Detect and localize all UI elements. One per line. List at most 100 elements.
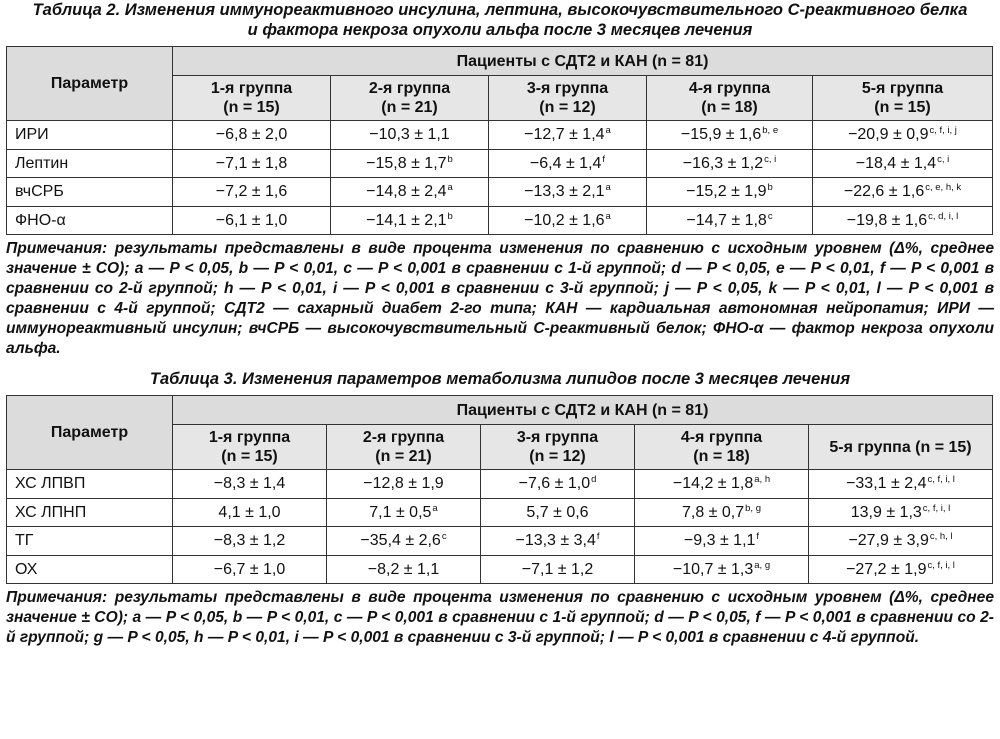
table-row: ТГ −8,3 ± 1,2 −35,4 ± 2,6c −13,3 ± 3,4f −9,3… [6, 526, 993, 556]
table-cell: −8,3 ± 1,2 [172, 526, 327, 556]
table2-caption: Таблица 2. Изменения иммунореактивного и… [32, 1, 968, 39]
cell-value: −14,7 ± 1,8 [686, 211, 767, 229]
significance-marker: f [602, 153, 606, 165]
table2-col-header: 4-я группа (n = 18) [646, 75, 813, 121]
cell-value: −9,3 ± 1,1 [683, 532, 756, 550]
table2-group-header: Пациенты с СДТ2 и КАН (n = 81) [172, 46, 993, 76]
table2-col-header: 3-я группа (n = 12) [488, 75, 647, 121]
table-cell: −15,2 ± 1,9b [646, 177, 813, 207]
table-cell: −13,3 ± 3,4f [480, 526, 635, 556]
table-cell: −15,9 ± 1,6b, e [646, 120, 813, 150]
significance-marker: c, f, i, l [927, 474, 955, 486]
row-parameter-name: ИРИ [6, 120, 173, 150]
table-cell: −7,2 ± 1,6 [172, 177, 331, 207]
cell-value: −10,3 ± 1,1 [369, 126, 450, 144]
cell-value: −6,4 ± 1,4 [529, 154, 602, 172]
table-cell: −14,7 ± 1,8c [646, 205, 813, 235]
table3-column-headers: 1-я группа (n = 15) 2-я группа (n = 21) 3-… [7, 424, 993, 470]
table-cell: 13,9 ± 1,3c, f, i, l [808, 497, 993, 527]
table-cell: −33,1 ± 2,4c, f, i, l [808, 469, 993, 499]
significance-marker: c, f, i, j [929, 125, 957, 137]
table-cell: −27,2 ± 1,9c, f, i, l [808, 554, 993, 584]
table-cell: 7,8 ± 0,7b, g [634, 497, 809, 527]
cell-value: −14,1 ± 2,1 [366, 211, 447, 229]
table-cell: −8,2 ± 1,1 [326, 554, 481, 584]
row-parameter-name: ТГ [6, 526, 173, 556]
table-cell: −10,3 ± 1,1 [330, 120, 489, 150]
cell-value: −12,8 ± 1,9 [363, 475, 444, 493]
cell-value: −7,6 ± 1,0 [518, 475, 591, 493]
table-cell: 7,1 ± 0,5a [326, 497, 481, 527]
table-row: вчСРБ −7,2 ± 1,6 −14,8 ± 2,4a −13,3 ± 2,1a −… [6, 177, 993, 207]
table-cell: −10,2 ± 1,6a [488, 205, 647, 235]
table-row: ИРИ −6,8 ± 2,0 −10,3 ± 1,1 −12,7 ± 1,4a −15,… [6, 120, 993, 150]
row-parameter-name: Лептин [6, 148, 173, 178]
table-row: ОХ −6,7 ± 1,0 −8,2 ± 1,1 −7,1 ± 1,2 −10,7 ± … [6, 554, 993, 584]
cell-value: −12,7 ± 1,4 [524, 126, 605, 144]
table-cell: −9,3 ± 1,1f [634, 526, 809, 556]
table-cell: −14,2 ± 1,8a, h [634, 469, 809, 499]
table-cell: −6,7 ± 1,0 [172, 554, 327, 584]
cell-value: −15,9 ± 1,6 [680, 126, 762, 144]
cell-value: 13,9 ± 1,3 [850, 503, 922, 521]
cell-value: −33,1 ± 2,4 [846, 475, 927, 493]
table-cell: −15,8 ± 1,7b [330, 148, 489, 178]
cell-value: −35,4 ± 2,6 [360, 532, 441, 550]
table-cell: −27,9 ± 3,9c, h, l [808, 526, 993, 556]
table3-col-header: 4-я группа (n = 18) [634, 424, 809, 470]
table-cell: −14,1 ± 2,1b [330, 205, 489, 235]
table3-caption: Таблица 3. Изменения параметров метаболи… [149, 370, 851, 388]
table-cell: 4,1 ± 1,0 [172, 497, 327, 527]
table-cell: −18,4 ± 1,4c, i [812, 148, 993, 178]
table3-col-header: 1-я группа (n = 15) [172, 424, 327, 470]
significance-marker: c, i [937, 153, 950, 165]
cell-value: −7,1 ± 1,2 [521, 560, 594, 578]
table-cell: −6,1 ± 1,0 [172, 205, 331, 235]
table3: Параметр Пациенты с СДТ2 и КАН (n = 81) … [6, 395, 993, 584]
significance-marker: a [605, 210, 611, 222]
cell-value: 4,1 ± 1,0 [218, 503, 281, 521]
row-parameter-name: ФНО-α [6, 205, 173, 235]
table3-notes: Примечания: результаты представлены в ви… [6, 589, 994, 646]
table-cell: −8,3 ± 1,4 [172, 469, 327, 499]
cell-value: −13,3 ± 2,1 [524, 183, 605, 201]
table-row: ХС ЛПВП −8,3 ± 1,4 −12,8 ± 1,9 −7,6 ± 1,0d −… [6, 469, 993, 499]
cell-value: −7,1 ± 1,8 [215, 154, 288, 172]
cell-value: 7,1 ± 0,5 [369, 503, 432, 521]
significance-marker: c, h, l [929, 531, 953, 543]
significance-marker: b [447, 153, 453, 165]
table2-col-header: 1-я группа (n = 15) [172, 75, 331, 121]
significance-marker: a, h [754, 474, 771, 486]
table-cell: 5,7 ± 0,6 [480, 497, 635, 527]
table2-notes: Примечания: результаты представлены в ви… [6, 240, 994, 357]
table-cell: −10,7 ± 1,3a, g [634, 554, 809, 584]
table-cell: −14,8 ± 2,4a [330, 177, 489, 207]
significance-marker: c, d, i, l [928, 210, 959, 222]
significance-marker: a [447, 182, 453, 194]
table-row: ХС ЛПНП 4,1 ± 1,0 7,1 ± 0,5a 5,7 ± 0,6 7,8 ±… [6, 497, 993, 527]
cell-value: −20,9 ± 0,9 [848, 126, 929, 144]
cell-value: −8,3 ± 1,2 [213, 532, 286, 550]
row-parameter-name: вчСРБ [6, 177, 173, 207]
table-row: ФНО-α −6,1 ± 1,0 −14,1 ± 2,1b −10,2 ± 1,6a −… [6, 205, 993, 235]
cell-value: −15,8 ± 1,7 [366, 154, 447, 172]
table-cell: −13,3 ± 2,1a [488, 177, 647, 207]
cell-value: −14,2 ± 1,8 [672, 475, 754, 493]
table-cell: −6,8 ± 2,0 [172, 120, 331, 150]
cell-value: −6,1 ± 1,0 [215, 211, 288, 229]
table3-col-header: 5-я группа (n = 15) [808, 424, 993, 470]
cell-value: −8,2 ± 1,1 [367, 560, 440, 578]
significance-marker: a [432, 502, 438, 514]
table2: Параметр Пациенты с СДТ2 и КАН (n = 81) … [6, 46, 993, 235]
table-cell: −20,9 ± 0,9c, f, i, j [812, 120, 993, 150]
table2-param-header: Параметр [6, 46, 173, 121]
cell-value: −8,3 ± 1,4 [213, 475, 286, 493]
cell-value: −22,6 ± 1,6 [843, 183, 925, 201]
table3-body: ХС ЛПВП −8,3 ± 1,4 −12,8 ± 1,9 −7,6 ± 1,0d −… [6, 469, 993, 584]
row-parameter-name: ХС ЛПВП [6, 469, 173, 499]
significance-marker: a [605, 125, 611, 137]
table-cell: −16,3 ± 1,2c, i [646, 148, 813, 178]
table-cell: −7,1 ± 1,2 [480, 554, 635, 584]
significance-marker: c [767, 210, 773, 222]
